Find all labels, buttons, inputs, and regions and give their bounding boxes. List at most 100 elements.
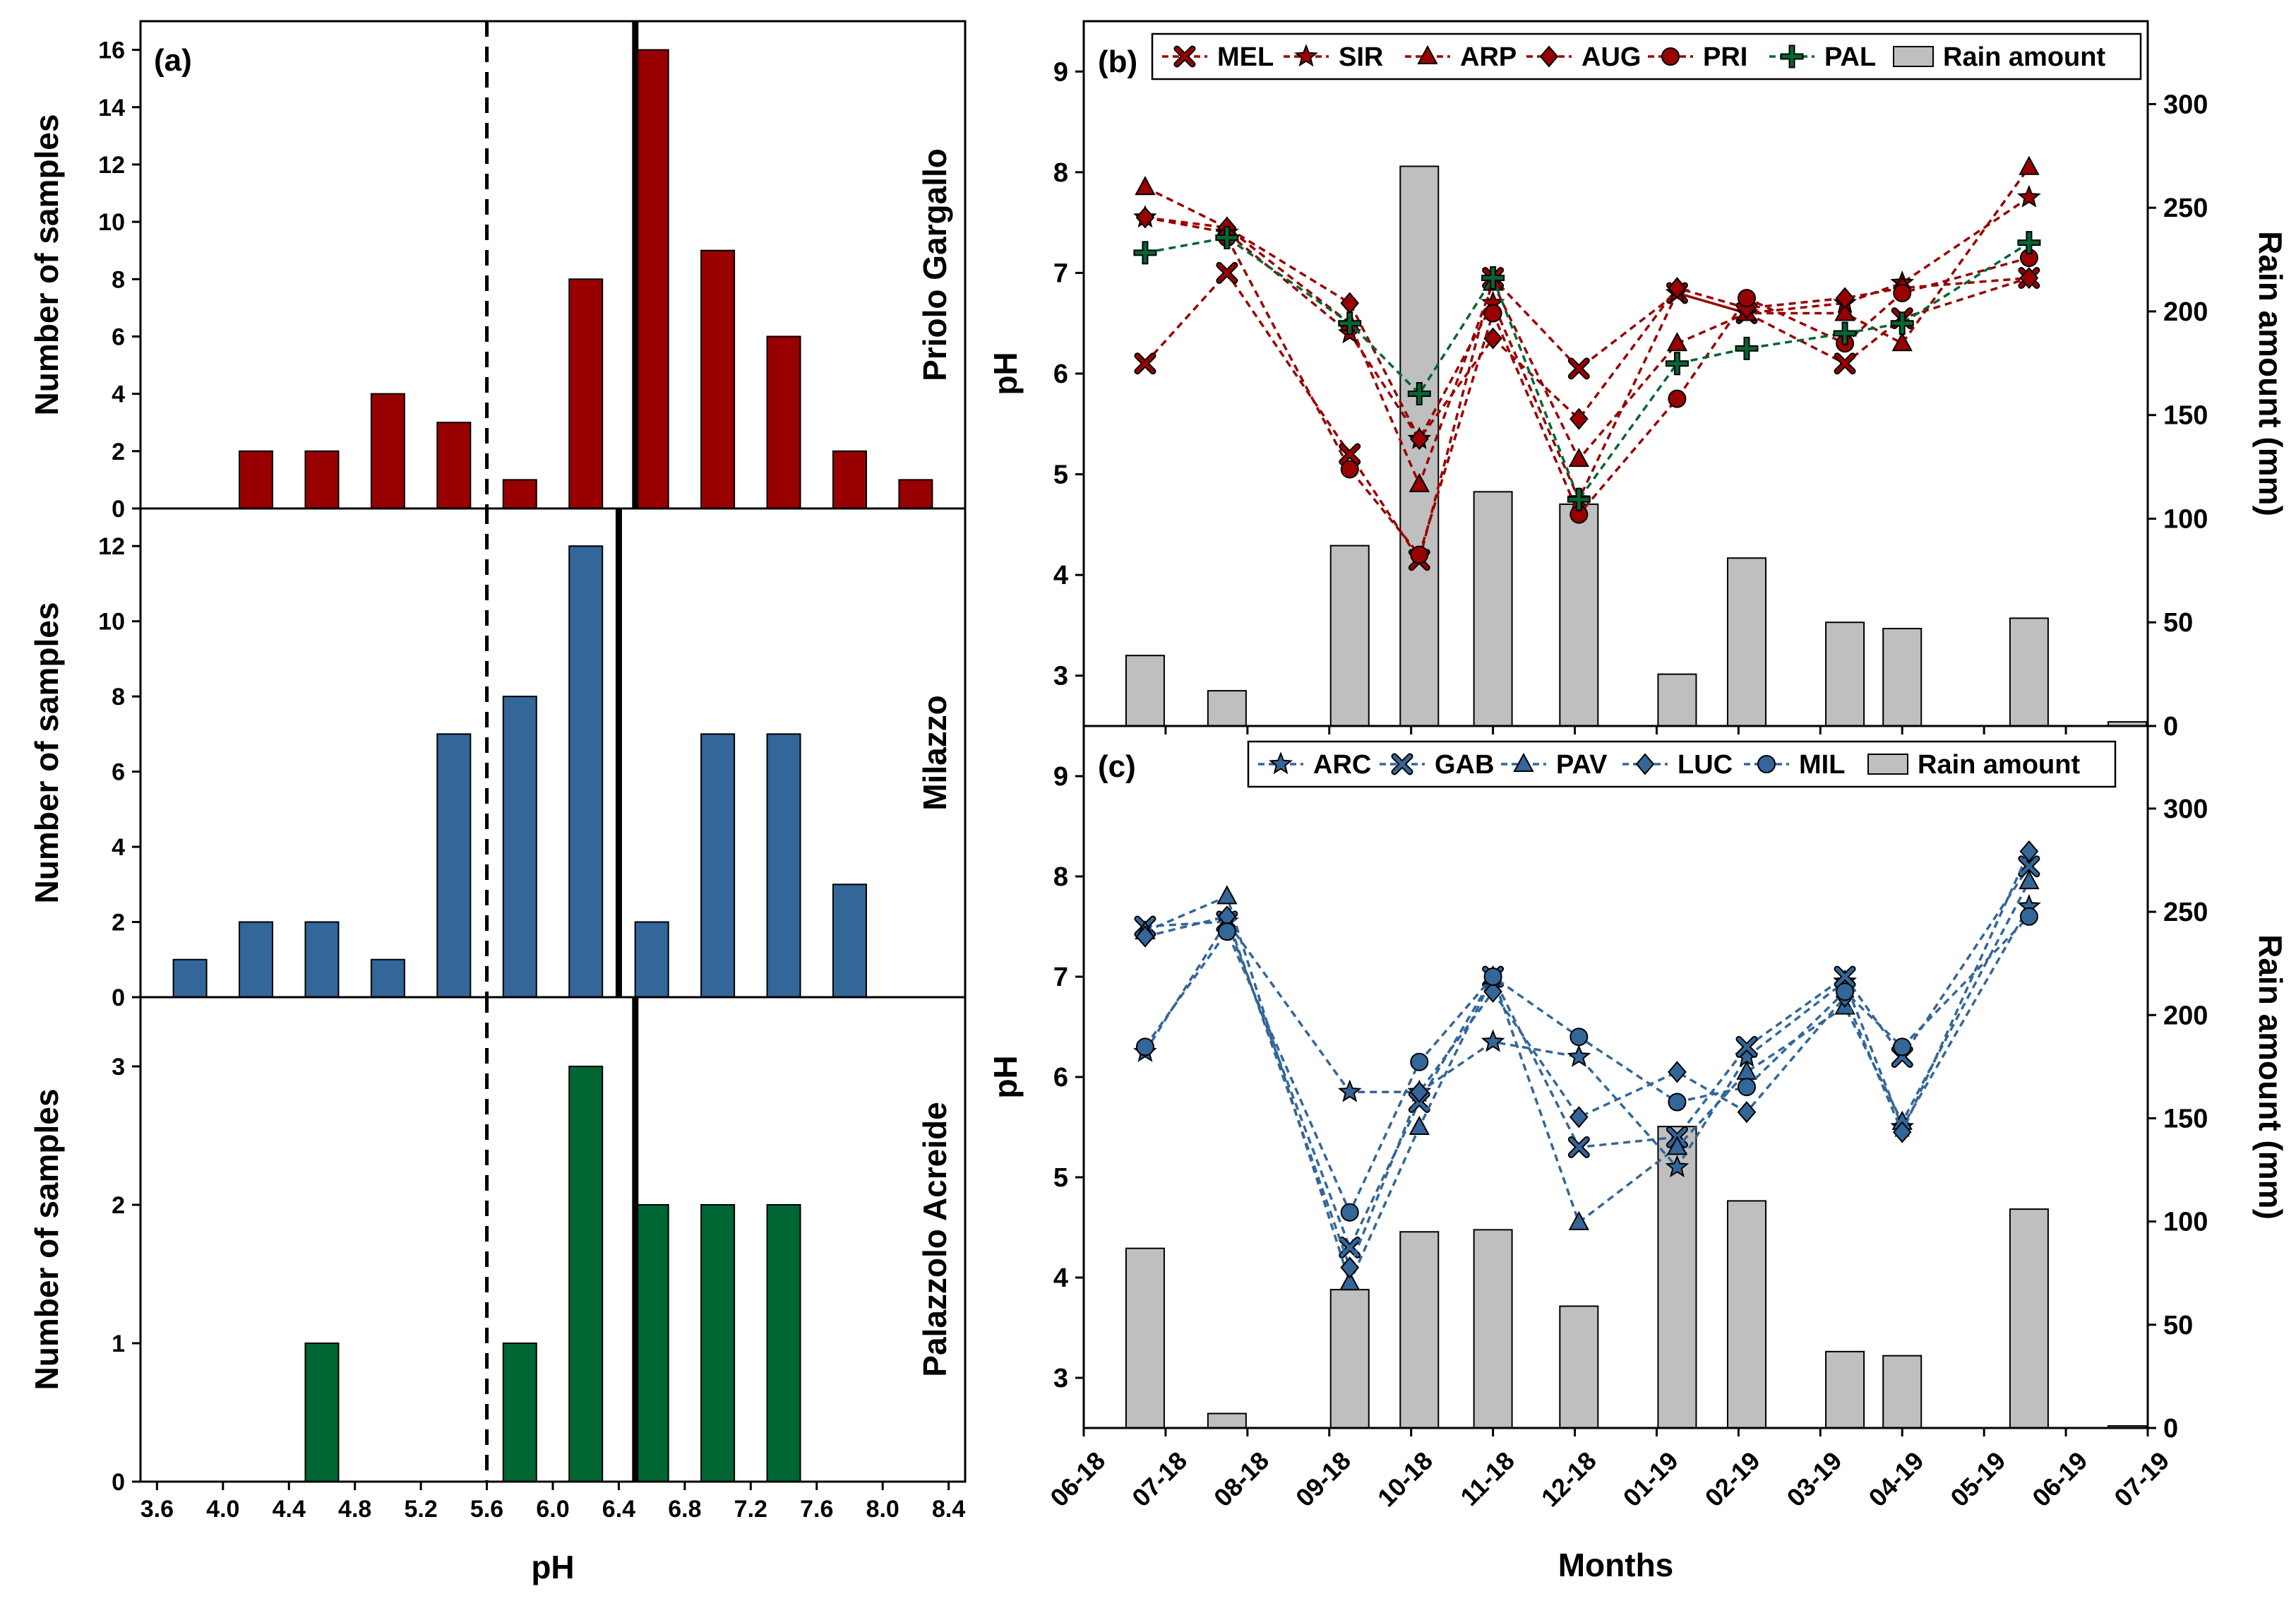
legend: MEL SIR ARP AUG PRI PAL Rain amount bbox=[1151, 32, 2142, 81]
legend-marker bbox=[1417, 44, 1438, 64]
histogram-bar bbox=[502, 479, 537, 509]
rain-tick-label: 0 bbox=[2163, 1414, 2178, 1444]
rain-bar bbox=[1473, 491, 1513, 727]
ph-axis-title: pH bbox=[987, 352, 1024, 395]
data-point bbox=[1890, 311, 1914, 335]
histogram-bar bbox=[832, 450, 867, 510]
y-tick-label: 6 bbox=[112, 323, 125, 350]
y-axis-title: Number of samples bbox=[28, 1089, 65, 1391]
data-point bbox=[1339, 1271, 1361, 1291]
histogram-bar bbox=[700, 249, 736, 509]
x-tick-label: 5.2 bbox=[404, 1496, 437, 1523]
histogram-bar bbox=[898, 479, 933, 509]
data-point bbox=[1483, 304, 1502, 323]
data-point bbox=[1337, 1079, 1362, 1102]
series-line bbox=[1144, 216, 2030, 442]
data-point bbox=[1737, 1078, 1756, 1097]
legend-label: AUG bbox=[1582, 42, 1641, 72]
rain-bar bbox=[1825, 1350, 1865, 1429]
rain-bar bbox=[1726, 1200, 1766, 1429]
data-point bbox=[1891, 332, 1913, 352]
histogram-bar bbox=[568, 1066, 604, 1482]
ph-tick-label: 5 bbox=[1053, 1163, 1068, 1193]
legend-marker bbox=[1294, 44, 1318, 67]
legend-marker bbox=[1757, 755, 1776, 773]
y-tick-label: 12 bbox=[98, 533, 125, 560]
y-tick-label: 14 bbox=[98, 95, 125, 121]
legend-swatch bbox=[1867, 754, 1908, 775]
y-tick-label: 10 bbox=[98, 609, 125, 636]
legend-marker bbox=[1269, 751, 1293, 775]
histogram-bar bbox=[436, 733, 472, 999]
ph-tick-label: 9 bbox=[1053, 762, 1068, 792]
data-point bbox=[2016, 184, 2041, 208]
x-axis-title: pH bbox=[531, 1549, 574, 1585]
data-point bbox=[1481, 266, 1505, 290]
legend-item: LUC bbox=[1622, 750, 1733, 780]
legend-marker bbox=[1539, 45, 1559, 68]
legend-label: PAV bbox=[1556, 750, 1608, 780]
legend-label: SIR bbox=[1339, 42, 1383, 72]
x-tick-label: 6.8 bbox=[668, 1496, 701, 1523]
legend-item: PRI bbox=[1648, 42, 1747, 72]
ph-tick-label: 4 bbox=[1053, 561, 1068, 590]
legend-label: GAB bbox=[1435, 750, 1494, 780]
legend: ARC GAB PAV LUC MIL Rain amount bbox=[1247, 740, 2117, 788]
data-point bbox=[1340, 460, 1359, 479]
data-point bbox=[1568, 1210, 1590, 1230]
legend-item: MEL bbox=[1162, 42, 1274, 72]
ph-tick-label: 7 bbox=[1053, 963, 1068, 992]
data-point bbox=[1568, 448, 1590, 468]
histogram-bar bbox=[832, 883, 867, 999]
rain-bar bbox=[1125, 1247, 1165, 1429]
y-tick-label: 2 bbox=[112, 439, 125, 465]
histogram-bar bbox=[370, 958, 405, 999]
rain-axis-title: Rain amount (mm) bbox=[2252, 934, 2289, 1220]
panel-label: (b) bbox=[1098, 44, 1137, 79]
histogram-bar bbox=[700, 733, 736, 999]
histogram-bar bbox=[304, 450, 340, 510]
legend-label: Rain amount bbox=[1918, 750, 2080, 780]
rain-tick-label: 200 bbox=[2163, 297, 2208, 327]
legend-marker bbox=[1173, 45, 1196, 68]
ph-tick-label: 8 bbox=[1053, 158, 1068, 188]
rain-tick-label: 300 bbox=[2163, 90, 2208, 119]
data-point bbox=[1668, 389, 1687, 408]
ph-tick-label: 6 bbox=[1053, 359, 1068, 389]
legend-item: PAL bbox=[1769, 42, 1876, 72]
legend-label: MIL bbox=[1799, 750, 1845, 780]
data-point bbox=[1893, 1037, 1912, 1057]
histogram-bar bbox=[568, 278, 604, 509]
subplot-1: 0 2 4 6 8 10 12 Number of samples Milazzo bbox=[28, 508, 953, 1011]
legend-label: PAL bbox=[1824, 42, 1876, 72]
legend-label: Rain amount bbox=[1943, 42, 2105, 72]
rain-tick-label: 100 bbox=[2163, 504, 2208, 534]
y-tick-label: 2 bbox=[112, 1192, 125, 1219]
legend-item: PAV bbox=[1501, 750, 1608, 780]
data-point bbox=[1835, 287, 1855, 309]
histogram-bar bbox=[634, 1204, 669, 1482]
y-tick-label: 4 bbox=[112, 381, 125, 408]
rain-bar bbox=[1559, 503, 1599, 727]
series-gab bbox=[1134, 855, 2040, 1258]
ph-tick-label: 6 bbox=[1053, 1063, 1068, 1093]
month-tick-label: 09-18 bbox=[1290, 1446, 1356, 1512]
data-point bbox=[1216, 885, 1238, 905]
data-point bbox=[1668, 1093, 1687, 1112]
x-tick-label: 6.4 bbox=[602, 1496, 635, 1523]
series-luc bbox=[1135, 840, 2039, 1279]
panel-label: (c) bbox=[1098, 749, 1136, 784]
data-point bbox=[1409, 1081, 1429, 1103]
rain-tick-label: 50 bbox=[2163, 1311, 2193, 1340]
rain-bar bbox=[1399, 1231, 1440, 1429]
legend-item: AUG bbox=[1526, 42, 1641, 72]
rain-bar bbox=[1825, 621, 1865, 727]
rain-bar bbox=[1657, 1126, 1697, 1429]
legend-marker bbox=[1661, 47, 1680, 66]
month-tick-label: 05-19 bbox=[1944, 1446, 2011, 1512]
x-tick-label: 4.0 bbox=[206, 1496, 239, 1523]
site-label: Priolo Gargallo bbox=[916, 148, 953, 381]
data-point bbox=[1833, 321, 1857, 345]
